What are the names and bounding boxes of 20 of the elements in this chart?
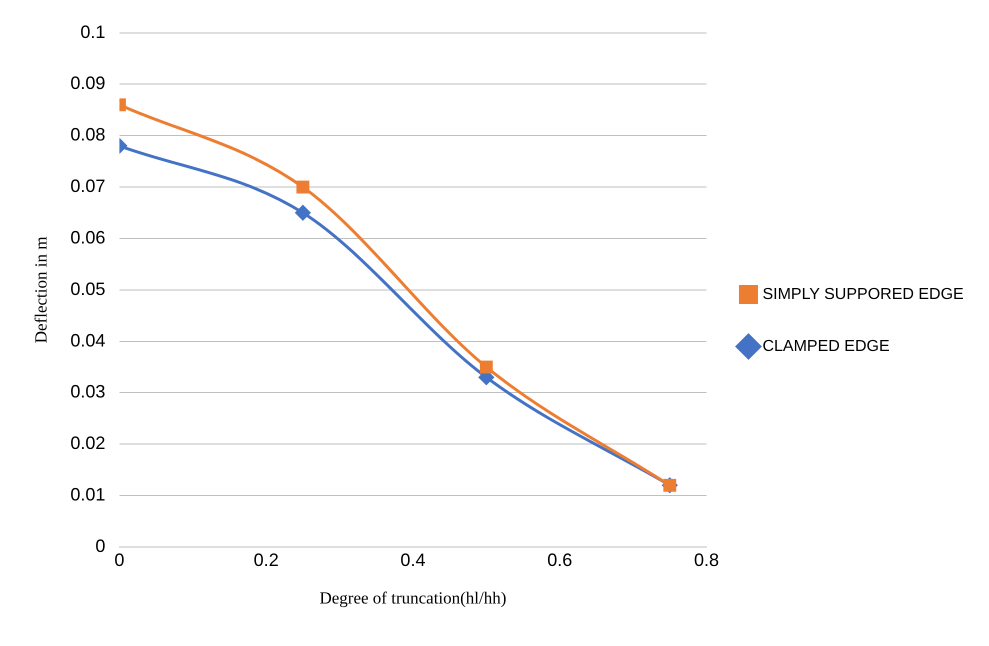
y-tick-label: 0.04 bbox=[70, 330, 106, 350]
y-axis-title: Deflection in m bbox=[32, 236, 51, 344]
y-tick-label: 0.03 bbox=[70, 382, 106, 402]
y-tick-label: 0.02 bbox=[70, 433, 106, 454]
y-tick-label: 0.1 bbox=[80, 22, 106, 42]
y-tick-label: 0.05 bbox=[70, 278, 106, 299]
y-tick-label: 0.01 bbox=[70, 484, 106, 505]
x-axis-title: Degree of truncation(hl/hh) bbox=[319, 588, 506, 608]
x-tick-label: 0.8 bbox=[694, 550, 719, 570]
x-tick-label: 0.2 bbox=[254, 550, 279, 570]
y-tick-label: 0.07 bbox=[70, 176, 106, 196]
x-tick-label: 0 bbox=[114, 550, 124, 570]
legend-label: CLAMPED EDGE bbox=[762, 338, 890, 355]
x-tick-label: 0.6 bbox=[547, 550, 572, 570]
y-tick-label: 0.08 bbox=[70, 124, 106, 145]
x-tick-label: 0.4 bbox=[400, 550, 426, 570]
y-tick-label: 0.06 bbox=[70, 227, 106, 248]
y-tick-label: 0 bbox=[95, 536, 106, 556]
y-tick-label: 0.09 bbox=[70, 73, 106, 94]
legend-label: SIMPLY SUPPORED EDGE bbox=[762, 286, 964, 303]
